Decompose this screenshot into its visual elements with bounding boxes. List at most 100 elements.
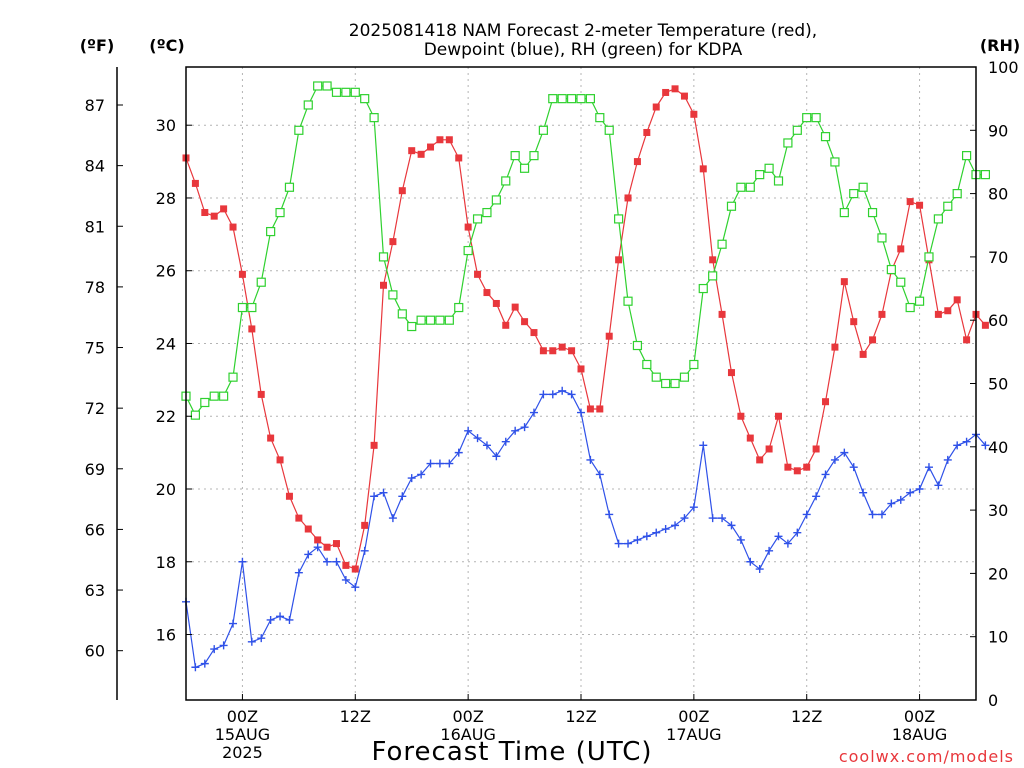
rh-point bbox=[407, 321, 417, 332]
temperature-point bbox=[878, 310, 886, 318]
temperature-point bbox=[690, 110, 698, 118]
rh-tick-label: 40 bbox=[988, 438, 1008, 457]
celsius-tick-label: 22 bbox=[156, 407, 176, 426]
fahrenheit-tick-label: 66 bbox=[85, 520, 105, 539]
dewpoint-point bbox=[586, 455, 595, 464]
rh-point bbox=[303, 100, 313, 110]
rh-point bbox=[632, 340, 643, 351]
rh-point bbox=[755, 170, 765, 180]
celsius-tick-label: 30 bbox=[156, 116, 176, 135]
temperature-point bbox=[389, 238, 397, 246]
temperature-point bbox=[916, 201, 924, 209]
rh-point bbox=[886, 264, 896, 275]
temperature-point bbox=[775, 412, 782, 420]
rh-point bbox=[322, 81, 332, 91]
dewpoint-point bbox=[746, 557, 755, 566]
rh-point bbox=[604, 125, 614, 135]
dewpoint-point bbox=[577, 408, 585, 417]
temperature-point bbox=[793, 467, 801, 475]
x-tick-label: 12Z bbox=[340, 707, 371, 726]
temperature-point bbox=[586, 405, 594, 413]
rh-point bbox=[510, 151, 520, 161]
rh-point bbox=[642, 359, 652, 370]
x-tick-label: 2025 bbox=[222, 743, 263, 762]
rh-point bbox=[341, 87, 351, 97]
rh-point bbox=[425, 315, 436, 325]
dewpoint-point bbox=[755, 565, 764, 574]
temperature-point bbox=[850, 318, 858, 326]
dewpoint-point bbox=[417, 470, 426, 479]
rh-tick-label: 20 bbox=[988, 564, 1008, 583]
dewpoint-point bbox=[294, 568, 303, 577]
dewpoint-point bbox=[229, 619, 238, 628]
dewpoint-point bbox=[924, 463, 933, 472]
rh-point bbox=[961, 151, 972, 161]
fahrenheit-tick-label: 63 bbox=[85, 581, 105, 600]
rh-point bbox=[576, 94, 586, 104]
fahrenheit-tick-label: 81 bbox=[85, 217, 105, 236]
dewpoint-point bbox=[765, 546, 774, 555]
rh-point bbox=[294, 125, 304, 135]
dewpoint-point bbox=[849, 463, 858, 472]
rh-point bbox=[331, 87, 342, 97]
temperature-point bbox=[370, 441, 378, 449]
rh-point bbox=[651, 372, 661, 382]
temperature-point bbox=[784, 463, 792, 471]
rh-point bbox=[717, 239, 727, 249]
temperature-point bbox=[756, 456, 764, 464]
rh-point bbox=[980, 170, 991, 180]
temperature-point bbox=[709, 256, 717, 264]
rh-point bbox=[708, 271, 718, 281]
rh-point bbox=[228, 372, 238, 382]
dewpoint-point bbox=[482, 441, 491, 450]
dewpoint-point bbox=[633, 535, 642, 544]
dewpoint-point bbox=[247, 637, 256, 646]
dewpoint-point bbox=[426, 459, 435, 468]
dewpoint-point bbox=[445, 459, 454, 468]
rh-point bbox=[378, 252, 389, 262]
x-tick-label: 12Z bbox=[565, 707, 596, 726]
temperature-point bbox=[323, 543, 331, 551]
dewpoint-point bbox=[341, 575, 350, 584]
rh-point bbox=[519, 163, 530, 173]
temperature-point bbox=[643, 128, 651, 136]
temperature-point bbox=[812, 445, 820, 453]
temperature-point bbox=[304, 525, 312, 533]
celsius-tick-label: 16 bbox=[156, 626, 176, 645]
x-tick-label: 00Z bbox=[904, 707, 935, 726]
temperature-point bbox=[680, 92, 688, 100]
dewpoint-point bbox=[877, 510, 886, 519]
celsius-tick-label: 18 bbox=[156, 553, 176, 572]
dewpoint-point bbox=[830, 455, 839, 464]
temperature-point bbox=[869, 336, 877, 344]
watermark: coolwx.com/models bbox=[839, 747, 1014, 766]
chart-title-line1: 2025081418 NAM Forecast 2-meter Temperat… bbox=[349, 21, 817, 41]
dewpoint-point bbox=[492, 452, 501, 461]
dewpoint-point bbox=[454, 448, 463, 457]
rh-point bbox=[943, 201, 953, 211]
rh-point bbox=[585, 94, 596, 104]
x-axis-title: Forecast Time (UTC) bbox=[371, 737, 652, 767]
x-tick-label: 18AUG bbox=[892, 725, 947, 744]
temperature-point bbox=[963, 336, 971, 344]
rh-point bbox=[557, 94, 567, 104]
dewpoint-point bbox=[896, 495, 905, 504]
dewpoint-point bbox=[360, 546, 369, 555]
rh-point bbox=[745, 182, 755, 192]
temperature-point bbox=[248, 325, 256, 333]
temperature-point bbox=[267, 434, 275, 442]
rh-point bbox=[661, 378, 671, 389]
temperature-point bbox=[351, 565, 359, 573]
dewpoint-point bbox=[887, 499, 896, 508]
dewpoint-point bbox=[388, 514, 397, 523]
rh-line bbox=[185, 85, 986, 417]
temperature-point bbox=[840, 278, 848, 286]
rh-point bbox=[595, 113, 605, 123]
dewpoint-point bbox=[210, 645, 219, 654]
dewpoint-point bbox=[793, 528, 802, 537]
rh-point bbox=[463, 245, 473, 256]
dewpoint-point bbox=[595, 470, 604, 479]
rh-point bbox=[811, 113, 821, 123]
dewpoint-point bbox=[332, 557, 341, 566]
